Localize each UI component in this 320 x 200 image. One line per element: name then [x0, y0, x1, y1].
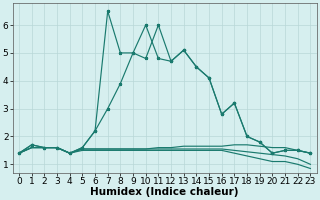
X-axis label: Humidex (Indice chaleur): Humidex (Indice chaleur)	[91, 187, 239, 197]
